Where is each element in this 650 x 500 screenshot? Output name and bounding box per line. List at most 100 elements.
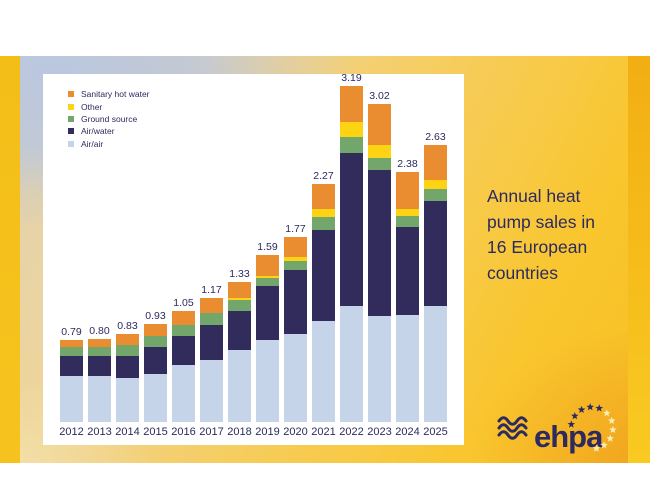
bar-total-label: 1.05 (173, 297, 194, 309)
legend-label: Other (81, 101, 103, 112)
bar-segment (340, 153, 363, 306)
bar-segment (144, 324, 167, 336)
bar-chart: 0.79 2012 0.80 2013 0.83 2014 0.93 2015 1.05 2016… (43, 72, 464, 445)
bar-segment (396, 216, 419, 227)
bar-segment (368, 158, 391, 170)
x-axis-label: 2025 (423, 426, 448, 438)
bar-total-label: 2.27 (313, 170, 334, 182)
bar-segment (424, 306, 447, 422)
bar-segment (88, 347, 111, 356)
x-axis-label: 2012 (59, 426, 84, 438)
bar-segment (228, 350, 251, 422)
bar-segment (60, 340, 83, 347)
bar-segment (284, 334, 307, 422)
bar-segment (424, 189, 447, 201)
bar-segment (116, 334, 139, 345)
legend-item-air-water: Air/water (68, 125, 150, 137)
bar-segment (424, 145, 447, 180)
caption: Annual heat pump sales in 16 European co… (487, 184, 642, 286)
bar-segment (340, 122, 363, 137)
bar-total-label: 0.83 (117, 320, 138, 332)
bar-segment (200, 325, 223, 360)
bar-total-label: 0.80 (89, 325, 110, 337)
bar-segment (172, 336, 195, 365)
bar-segment (312, 230, 335, 321)
bar-segment (284, 257, 307, 261)
bar-segment (368, 316, 391, 422)
bar-segment (60, 356, 83, 376)
bar-segment (284, 261, 307, 270)
bar-segment (396, 227, 419, 315)
bar-segment (284, 270, 307, 334)
bar-segment (312, 217, 335, 230)
legend-swatch (68, 115, 74, 122)
caption-line: countries (487, 262, 559, 283)
x-axis-label: 2018 (227, 426, 252, 438)
ehpa-logo: ehpa (497, 403, 617, 454)
x-axis-label: 2024 (395, 426, 420, 438)
x-axis-label: 2020 (283, 426, 308, 438)
bar-segment (256, 286, 279, 340)
x-axis-label: 2022 (339, 426, 364, 438)
bar-segment (116, 356, 139, 378)
bar-total-label: 0.93 (145, 310, 166, 322)
bar-segment (256, 340, 279, 422)
bar-segment (200, 313, 223, 325)
legend-swatch (68, 128, 74, 135)
x-axis-label: 2014 (115, 426, 140, 438)
bar-segment (116, 345, 139, 356)
legend-item-other: Other (68, 100, 150, 112)
bar-total-label: 1.33 (229, 268, 250, 280)
bar-segment (396, 172, 419, 209)
x-axis-label: 2023 (367, 426, 392, 438)
caption-line: pump sales in (487, 211, 595, 232)
bar-segment (88, 339, 111, 347)
bar-total-label: 2.38 (397, 158, 418, 170)
bar-segment (172, 365, 195, 422)
x-axis-label: 2017 (199, 426, 224, 438)
bar-total-label: 1.59 (257, 241, 278, 253)
legend-label: Sanitary hot water (81, 89, 150, 100)
bar-segment (368, 170, 391, 316)
bar-segment (312, 184, 335, 209)
legend-swatch (68, 103, 74, 110)
legend-label: Air/air (81, 138, 104, 149)
bar-segment (228, 311, 251, 350)
bar-segment (228, 282, 251, 298)
x-axis-label: 2019 (255, 426, 280, 438)
bar-segment (312, 209, 335, 217)
legend-item-sanitary-hot-water: Sanitary hot water (68, 88, 150, 100)
bar-segment (228, 300, 251, 311)
wave-icon (497, 416, 528, 440)
bar-segment (368, 104, 391, 145)
bar-segment (340, 306, 363, 422)
bar-segment (200, 360, 223, 422)
bar-segment (116, 378, 139, 422)
bar-segment (256, 255, 279, 276)
bar-total-label: 1.77 (285, 223, 306, 235)
bar-total-label: 3.19 (341, 72, 362, 84)
bar-total-label: 3.02 (369, 90, 390, 102)
legend-swatch (68, 91, 74, 98)
chart-legend: Sanitary hot water Other Ground source A… (68, 88, 150, 150)
x-axis-label: 2016 (171, 426, 196, 438)
bar-segment (88, 376, 111, 422)
x-axis-label: 2021 (311, 426, 336, 438)
bar-segment (340, 137, 363, 153)
x-axis-label: 2015 (143, 426, 168, 438)
bar-total-label: 2.63 (425, 131, 446, 143)
bar-segment (60, 376, 83, 422)
bar-segment (172, 311, 195, 325)
bar-segment (88, 356, 111, 376)
bar-segment (228, 298, 251, 300)
bar-segment (200, 298, 223, 313)
bar-segment (144, 336, 167, 347)
bar-segment (424, 201, 447, 306)
caption-line: Annual heat (487, 186, 581, 206)
bar-segment (284, 237, 307, 257)
legend-swatch (68, 140, 74, 147)
bar-segment (340, 86, 363, 122)
legend-item-ground-source: Ground source (68, 113, 150, 125)
bar-segment (256, 278, 279, 286)
